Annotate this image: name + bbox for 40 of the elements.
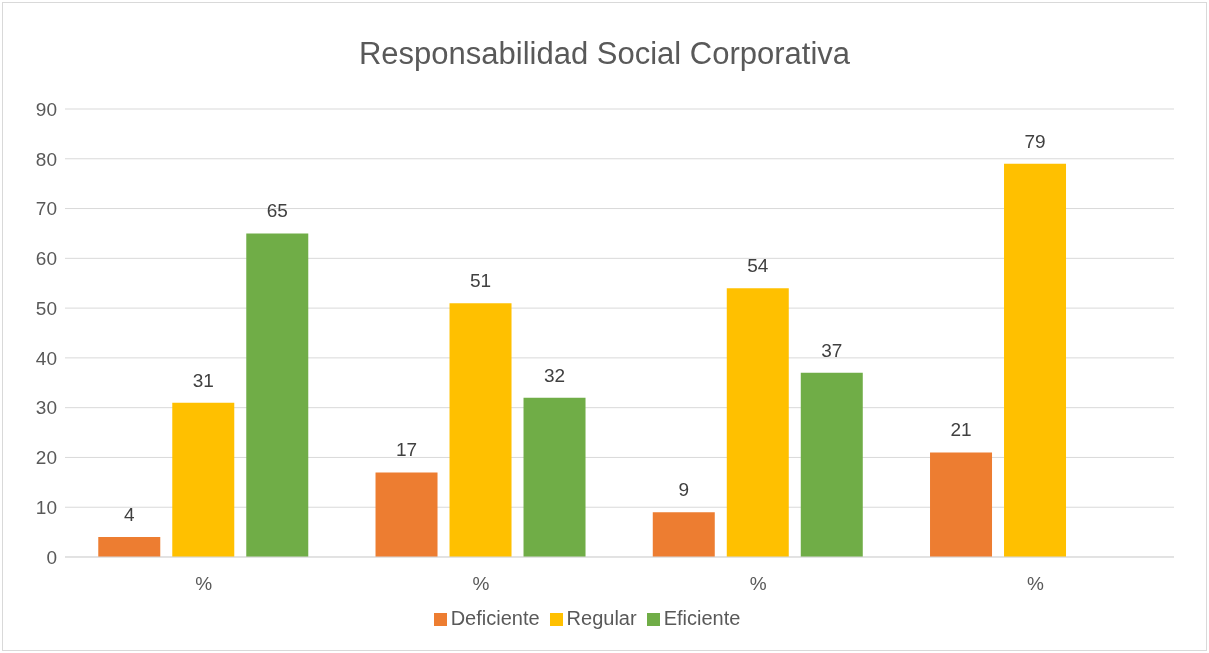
y-tick-label: 30 <box>35 397 57 419</box>
data-label: 79 <box>1024 130 1046 152</box>
data-label: 21 <box>950 419 972 441</box>
chart-title: Responsabilidad Social Corporativa <box>357 36 852 72</box>
y-tick-label: 50 <box>35 297 57 319</box>
x-tick-label: % <box>472 573 490 595</box>
y-tick-label: 20 <box>35 447 57 469</box>
data-label: 9 <box>678 479 690 501</box>
y-tick-label: 90 <box>35 98 57 120</box>
data-label: 32 <box>543 364 566 386</box>
bar <box>98 537 161 557</box>
bar <box>375 472 438 557</box>
bar <box>652 512 715 557</box>
x-tick-label: % <box>1026 573 1044 595</box>
data-label: 31 <box>192 369 214 391</box>
y-tick-label: 70 <box>35 198 57 220</box>
data-label: 51 <box>469 270 492 292</box>
data-label: 17 <box>395 439 418 461</box>
bar <box>1004 163 1067 557</box>
y-tick-label: 10 <box>35 496 57 518</box>
x-tick-label: % <box>195 573 213 595</box>
bar <box>800 372 863 557</box>
data-label: 4 <box>123 504 135 526</box>
x-tick-label: % <box>749 573 767 595</box>
y-tick-label: 0 <box>46 546 57 568</box>
bar <box>726 288 789 557</box>
legend-label: Eficiente <box>663 607 741 629</box>
bar <box>172 402 235 557</box>
data-label: 37 <box>821 339 843 361</box>
y-tick-label: 60 <box>35 248 57 270</box>
bar <box>449 303 512 557</box>
legend-label: Deficiente <box>450 607 540 629</box>
data-label: 65 <box>266 200 288 222</box>
bar <box>523 397 586 557</box>
y-tick-label: 40 <box>35 347 57 369</box>
data-label: 54 <box>747 255 769 277</box>
bar <box>930 452 993 557</box>
y-tick-label: 80 <box>35 148 57 170</box>
bar <box>246 233 309 557</box>
legend-label: Regular <box>566 607 637 629</box>
